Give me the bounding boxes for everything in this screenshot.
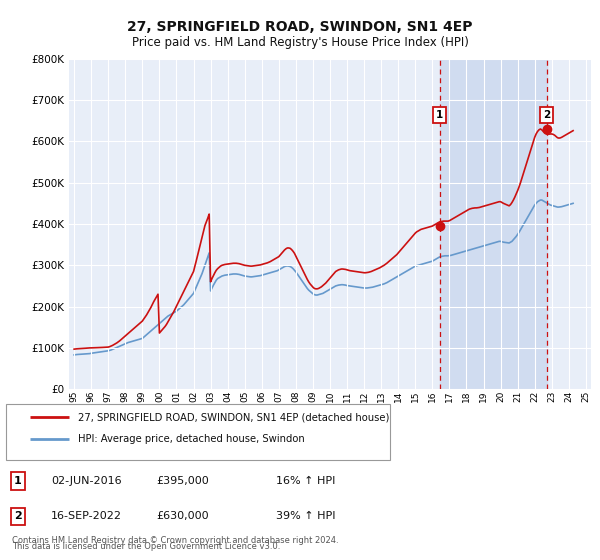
- Bar: [440, 59, 547, 389]
- Text: 27, SPRINGFIELD ROAD, SWINDON, SN1 4EP: 27, SPRINGFIELD ROAD, SWINDON, SN1 4EP: [127, 20, 473, 34]
- Text: 2: 2: [14, 511, 22, 521]
- Text: 2: 2: [543, 110, 550, 120]
- Text: 16-SEP-2022: 16-SEP-2022: [51, 511, 122, 521]
- Text: 1: 1: [14, 476, 22, 486]
- Text: 16% ↑ HPI: 16% ↑ HPI: [276, 476, 335, 486]
- Text: Price paid vs. HM Land Registry's House Price Index (HPI): Price paid vs. HM Land Registry's House …: [131, 36, 469, 49]
- Text: Contains HM Land Registry data © Crown copyright and database right 2024.: Contains HM Land Registry data © Crown c…: [12, 535, 338, 544]
- Text: £630,000: £630,000: [156, 511, 209, 521]
- Text: £395,000: £395,000: [156, 476, 209, 486]
- Text: 39% ↑ HPI: 39% ↑ HPI: [276, 511, 335, 521]
- Text: 27, SPRINGFIELD ROAD, SWINDON, SN1 4EP (detached house): 27, SPRINGFIELD ROAD, SWINDON, SN1 4EP (…: [78, 412, 389, 422]
- Text: 02-JUN-2016: 02-JUN-2016: [51, 476, 122, 486]
- Text: HPI: Average price, detached house, Swindon: HPI: Average price, detached house, Swin…: [78, 435, 305, 445]
- Text: This data is licensed under the Open Government Licence v3.0.: This data is licensed under the Open Gov…: [12, 542, 280, 551]
- FancyBboxPatch shape: [6, 404, 390, 460]
- Text: 1: 1: [436, 110, 443, 120]
